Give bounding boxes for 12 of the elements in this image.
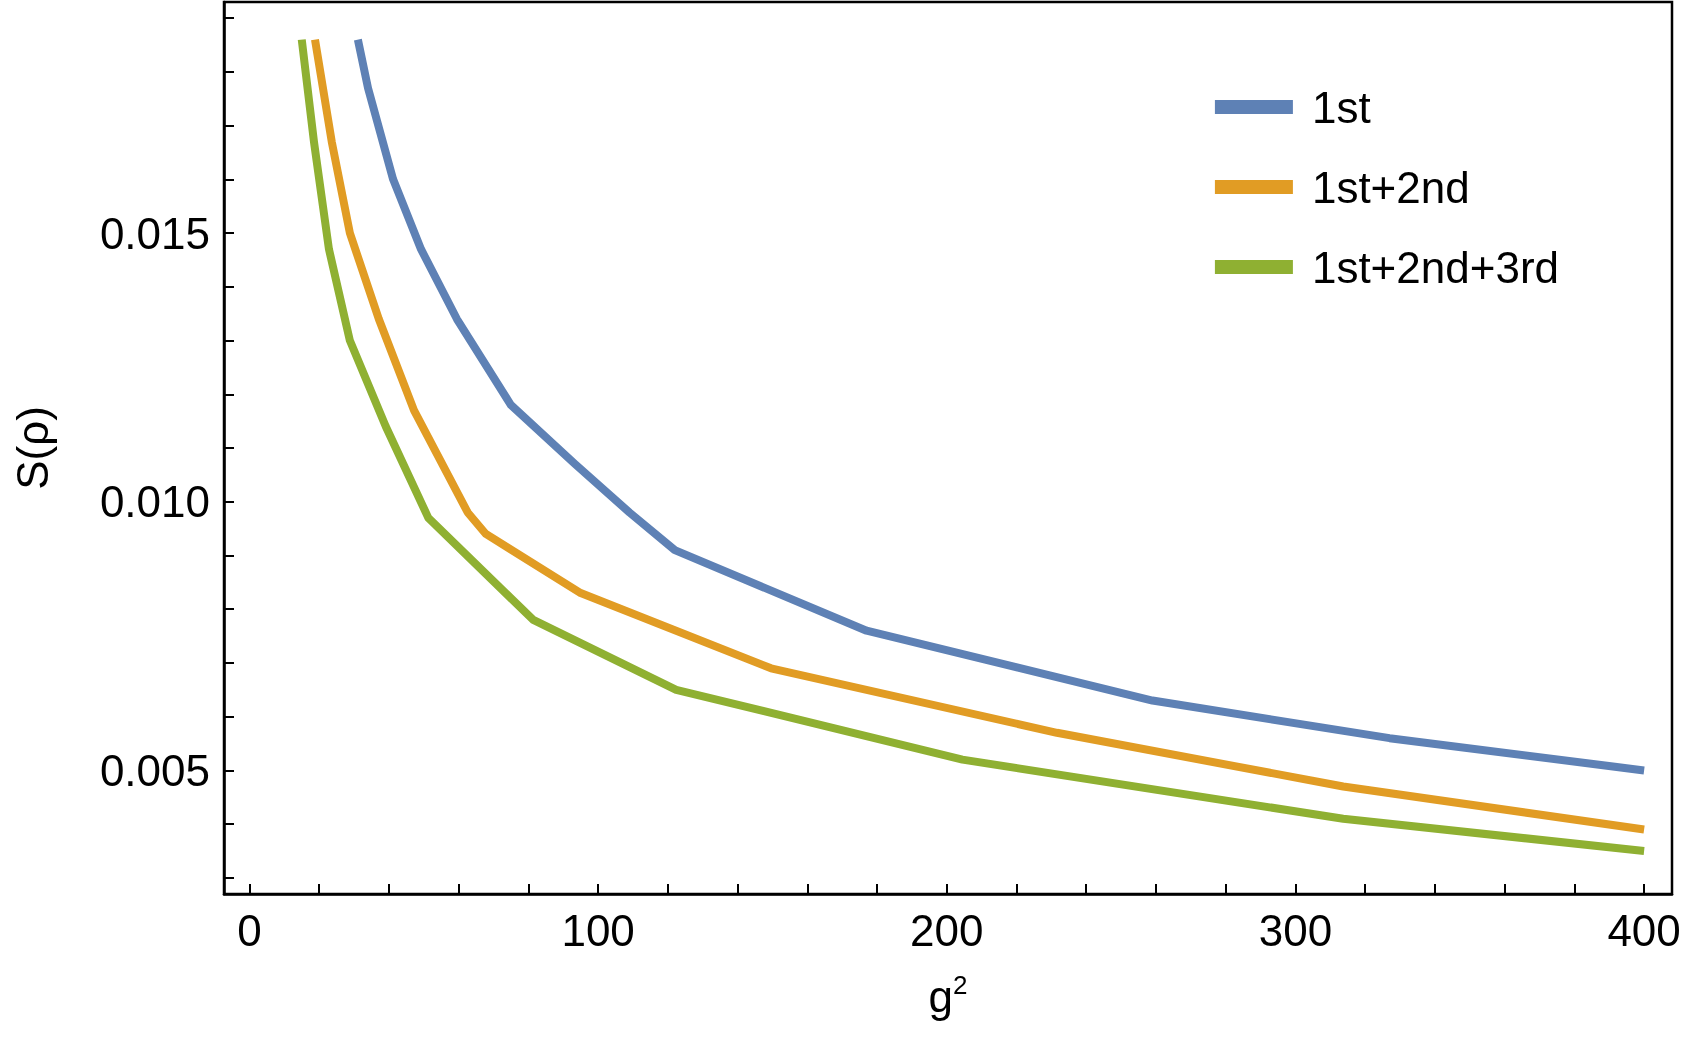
y-tick-label: 0.015 xyxy=(99,208,210,258)
y-axis-title: S(ρ) xyxy=(7,406,57,490)
legend-label: 1st xyxy=(1311,82,1371,132)
x-tick-label: 100 xyxy=(561,905,635,955)
x-tick-label: 300 xyxy=(1258,905,1333,955)
y-tick-label: 0.010 xyxy=(99,477,210,527)
legend-label: 1st+2nd+3rd xyxy=(1311,242,1559,292)
legend-label: 1st+2nd xyxy=(1311,162,1470,212)
x-tick-label: 400 xyxy=(1607,905,1681,955)
x-tick-label: 0 xyxy=(237,905,262,955)
y-tick-label: 0.005 xyxy=(99,745,210,795)
x-tick-label: 200 xyxy=(910,905,984,955)
